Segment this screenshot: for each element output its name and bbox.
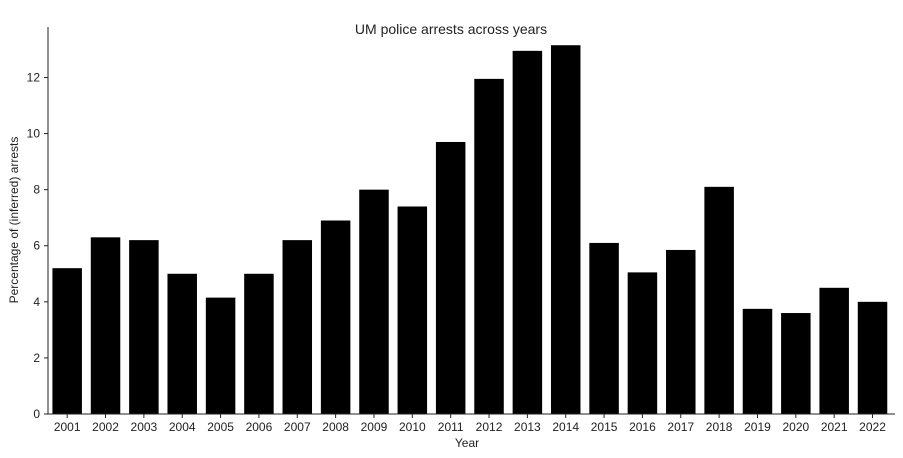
bar-2012 (474, 78, 504, 414)
bar-2015 (589, 242, 619, 414)
chart-title: UM police arrests across years (355, 21, 547, 37)
x-tick-label: 2021 (821, 420, 848, 434)
bar-2009 (359, 189, 389, 414)
x-ticks: 2001 2002 2003 2004 2005 2006 2007 2008 2009 2010… (54, 414, 886, 434)
x-tick-label: 2009 (361, 420, 388, 434)
y-ticks: 0 2 4 6 8 10 12 (27, 70, 48, 421)
x-tick-label: 2011 (438, 420, 464, 434)
y-tick-label: 10 (27, 127, 41, 141)
x-tick-label: 2003 (131, 420, 158, 434)
x-tick-label: 2005 (207, 420, 234, 434)
x-tick-label: 2012 (476, 420, 503, 434)
y-tick-label: 6 (33, 239, 40, 253)
bars-group (52, 45, 888, 415)
bar-2018 (704, 186, 734, 414)
bar-2004 (167, 273, 197, 414)
bar-2016 (627, 272, 658, 414)
y-axis-label: Percentage of (inferred) arrests (7, 137, 21, 304)
bar-2021 (819, 287, 849, 414)
x-tick-label: 2016 (629, 420, 656, 434)
x-tick-label: 2014 (552, 420, 579, 434)
bar-2008 (320, 220, 351, 414)
y-tick-label: 0 (33, 407, 40, 421)
bar-2011 (435, 141, 466, 415)
x-tick-label: 2013 (514, 420, 541, 434)
x-tick-label: 2004 (169, 420, 196, 434)
x-tick-label: 2007 (284, 420, 311, 434)
x-tick-label: 2020 (782, 420, 809, 434)
x-tick-label: 2001 (54, 420, 81, 434)
x-tick-label: 2017 (667, 420, 694, 434)
x-axis-label: Year (455, 436, 479, 450)
x-tick-label: 2002 (92, 420, 119, 434)
bar-2005 (205, 297, 236, 414)
bar-2020 (781, 313, 811, 414)
y-tick-label: 2 (33, 351, 40, 365)
x-tick-label: 2010 (399, 420, 426, 434)
y-tick-label: 8 (33, 183, 40, 197)
bar-2010 (397, 206, 428, 414)
bar-2002 (90, 237, 121, 414)
bar-2007 (282, 240, 313, 414)
x-tick-label: 2006 (246, 420, 273, 434)
bar-2014 (550, 45, 581, 414)
bar-2022 (857, 301, 888, 414)
x-tick-label: 2022 (859, 420, 886, 434)
bar-2003 (129, 240, 159, 414)
bar-2006 (244, 273, 274, 414)
x-tick-label: 2019 (744, 420, 771, 434)
x-tick-label: 2015 (591, 420, 618, 434)
x-tick-label: 2018 (706, 420, 733, 434)
bar-2019 (742, 308, 773, 414)
y-tick-label: 4 (33, 295, 40, 309)
x-tick-label: 2008 (322, 420, 349, 434)
bar-2017 (666, 249, 696, 414)
y-tick-label: 12 (27, 70, 41, 84)
bar-2013 (512, 50, 543, 415)
bar-2001 (52, 268, 82, 414)
